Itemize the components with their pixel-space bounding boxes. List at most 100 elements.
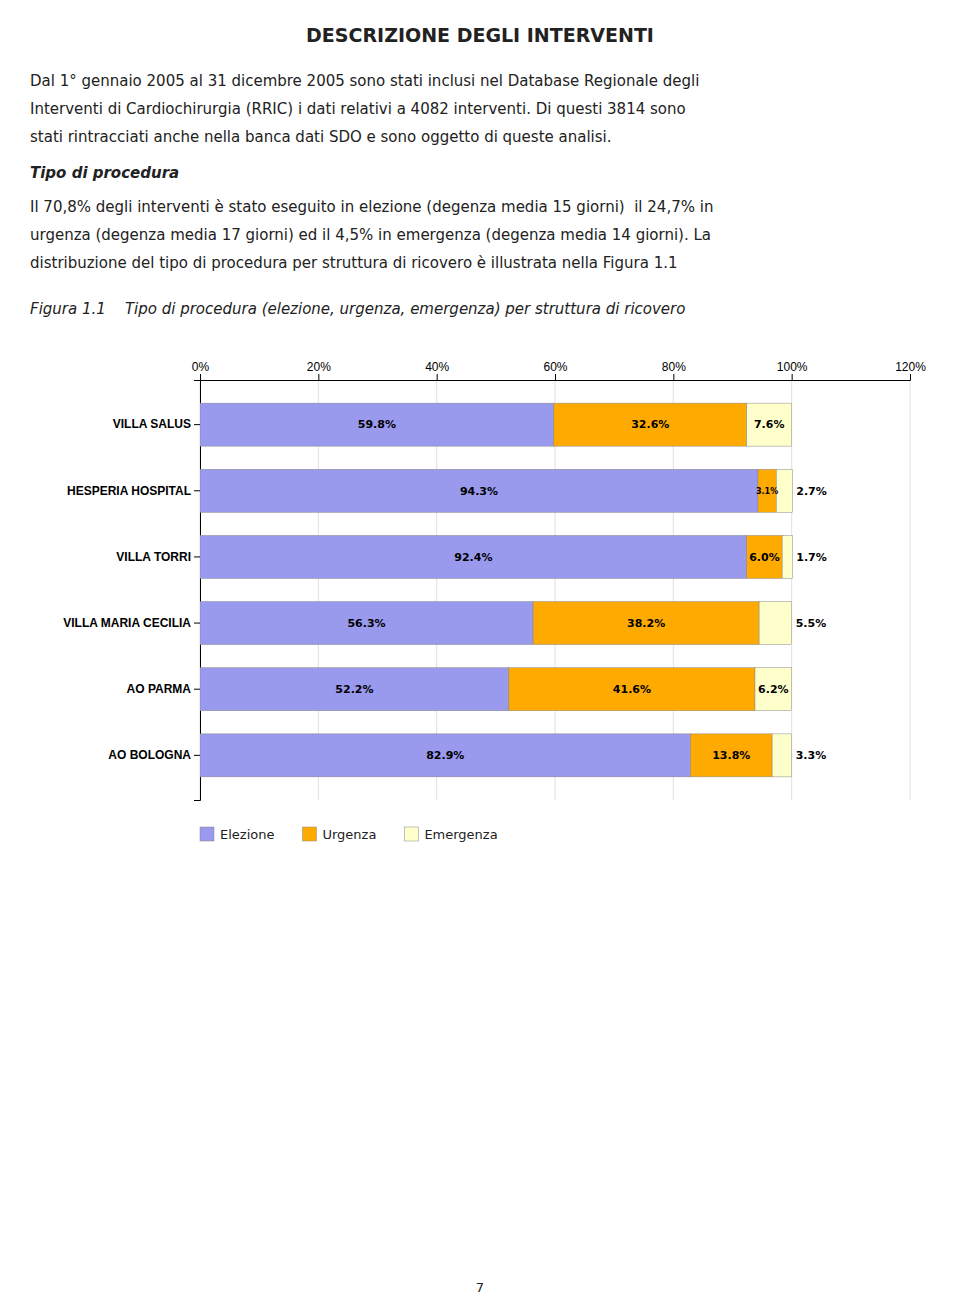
legend-swatch [302,827,316,841]
x-tick: 40% [425,360,449,380]
x-tick: 0% [192,360,210,380]
y-tick-mark [194,689,200,690]
x-tick-label: 20% [307,360,331,374]
y-tick-mark [194,623,200,624]
bar-segment [200,469,758,512]
y-tick: VILLA MARIA CECILIA [63,616,200,630]
chart-title: Figura 1.1 Tipo di procedura (elezione, … [30,300,685,318]
bar-segment [200,602,533,645]
legend-label: Urgenza [322,827,376,842]
bar-segment [782,535,792,578]
section-subtitle: Tipo di procedura [30,164,179,182]
x-tick-mark [555,374,556,380]
bar-segment [755,668,792,711]
y-tick-label: HESPERIA HOSPITAL [67,484,191,498]
bars [200,403,792,777]
paragraph-line: distribuzione del tipo di procedura per … [30,254,678,272]
data-label: 94.3% [460,485,498,498]
data-label: 3.1% [756,487,778,496]
bar-segment [200,403,554,446]
data-label: 59.8% [358,418,396,431]
paragraph-line: stati rintracciati anche nella banca dat… [30,128,612,146]
x-tick-mark [318,374,319,380]
x-tick-mark [910,374,911,380]
x-axis: 0% 20% 40% 60% 80% 100% 120% [192,360,926,381]
y-tick-mark [194,424,200,425]
data-label: 41.6% [613,683,651,696]
legend-label: Elezione [220,827,274,842]
x-tick-label: 0% [192,360,210,374]
data-label: 56.3% [347,617,385,630]
y-tick-mark [194,490,200,491]
x-tick: 100% [777,360,808,380]
legend-item: Elezione [200,827,274,842]
grid [200,380,910,800]
y-axis: VILLA SALUS HESPERIA HOSPITAL VILLA TORRI V… [63,381,200,801]
legend-swatch [404,827,418,841]
bar-segment [772,734,792,777]
data-label: 7.6% [754,418,785,431]
bar-segment [747,535,783,578]
y-tick: AO BOLOGNA [108,748,200,762]
page-number: 7 [476,1280,484,1295]
paragraph-line: urgenza (degenza media 17 giorni) ed il … [30,226,711,244]
bar-segment [200,535,747,578]
x-tick: 80% [662,360,686,380]
x-tick-mark [673,374,674,380]
legend-item: Urgenza [302,827,376,842]
paragraph-line: Dal 1° gennaio 2005 al 31 dicembre 2005 … [30,72,699,90]
bar-segment [759,602,792,645]
data-label: 6.0% [749,551,780,564]
y-tick: VILLA SALUS [113,417,200,431]
data-label: 82.9% [426,749,464,762]
paragraph-line: Il 70,8% degli interventi è stato esegui… [30,198,713,216]
x-tick-label: 60% [543,360,567,374]
data-label: 1.7% [796,551,827,564]
data-label: 5.5% [796,617,827,630]
data-label: 2.7% [796,485,827,498]
y-tick-label: VILLA SALUS [113,417,191,431]
legend-label: Emergenza [424,827,497,842]
page: DESCRIZIONE DEGLI INTERVENTI Dal 1° genna… [0,0,960,1314]
y-tick: AO PARMA [127,682,200,696]
data-label: 52.2% [335,683,373,696]
bar-segment [776,469,792,512]
y-tick-label: VILLA TORRI [116,550,191,564]
x-tick-label: 120% [895,360,926,374]
y-tick: HESPERIA HOSPITAL [67,484,200,498]
x-tick: 120% [895,360,926,380]
x-tick: 20% [307,360,331,380]
data-label: 38.2% [627,617,665,630]
bar-segment [509,668,755,711]
y-tick-mark [194,556,200,557]
data-label: 32.6% [631,418,669,431]
data-label: 92.4% [454,551,492,564]
y-tick-mark [194,755,200,756]
bar-segment [200,668,509,711]
data-label: 6.2% [758,683,789,696]
data-labels: 59.8% 94.3% 92.4% 56.3% 52.2% 82.9% 32.6% 3.1% 6… [335,418,826,762]
legend: Elezione Urgenza Emergenza [200,827,498,842]
legend-swatch [200,827,214,841]
grid-line [910,380,911,800]
x-tick: 60% [543,360,567,380]
x-tick-mark [200,374,201,380]
paragraph-line: Interventi di Cardiochirurgia (RRIC) i d… [30,100,686,118]
y-axis-line [194,381,201,801]
x-axis-line [201,374,911,381]
bar-segment [747,403,792,446]
legend-item: Emergenza [404,827,497,842]
y-tick-label: VILLA MARIA CECILIA [63,616,191,630]
page-title: DESCRIZIONE DEGLI INTERVENTI [306,24,654,46]
data-label: 3.3% [796,749,827,762]
data-label: 13.8% [712,749,750,762]
x-tick-label: 80% [662,360,686,374]
chart: 0% 20% 40% 60% 80% 100% 120% VILLA SALUS HESPERI… [63,360,926,842]
x-tick-mark [792,374,793,380]
bar-segment [554,403,747,446]
x-tick-label: 40% [425,360,449,374]
y-tick-label: AO PARMA [127,682,192,696]
bar-segment [533,602,759,645]
bar-segment [200,734,690,777]
x-tick-mark [437,374,438,380]
